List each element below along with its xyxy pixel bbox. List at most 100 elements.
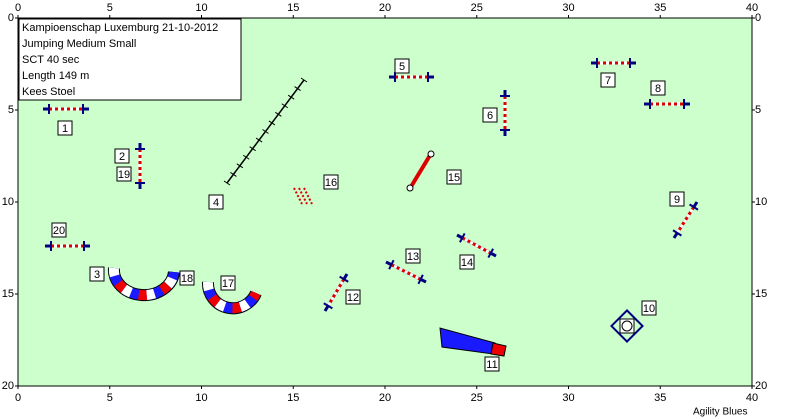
obstacle-number-box xyxy=(179,270,195,286)
obstacle-number-box xyxy=(446,169,462,185)
obstacle-number: 9 xyxy=(674,194,680,206)
info-box xyxy=(18,18,242,101)
obstacle-number-box xyxy=(116,166,132,182)
x-tick-label: 25 xyxy=(471,392,483,404)
jump-wing xyxy=(459,232,466,243)
obstacle-number-box xyxy=(650,80,666,96)
obstacle-number: 4 xyxy=(213,197,219,209)
obstacle-number: 19 xyxy=(118,169,130,181)
info-line: Kampioenschap Luxemburg 21-10-2012 xyxy=(22,22,218,34)
obstacle-number-box xyxy=(600,72,616,88)
obstacle-number: 1 xyxy=(62,123,68,135)
obstacle-number-box xyxy=(89,266,105,282)
jump-wing xyxy=(487,248,494,259)
x-tick-label: 15 xyxy=(287,392,299,404)
obstacle-number: 8 xyxy=(655,83,661,95)
obstacle-number: 7 xyxy=(605,75,611,87)
x-tick-label: 35 xyxy=(654,392,666,404)
x-tick-label: 30 xyxy=(562,392,574,404)
dogwalk-slat xyxy=(249,146,256,152)
dogwalk-slat xyxy=(300,77,308,83)
x-tick-label: 20 xyxy=(379,2,391,14)
obstacle xyxy=(303,187,313,205)
obstacle xyxy=(407,150,434,192)
jump-wing xyxy=(339,275,349,283)
obstacle-number: 16 xyxy=(325,177,337,189)
obstacle-number: 15 xyxy=(448,172,460,184)
footer: Agility Blues xyxy=(693,407,747,418)
obstacle-number-box xyxy=(208,194,224,210)
x-tick-label: 10 xyxy=(195,392,207,404)
obstacle-number-box xyxy=(51,222,67,238)
obstacle-number-box xyxy=(482,107,498,123)
x-tick-label: 20 xyxy=(379,392,391,404)
y-tick-label: 20 xyxy=(755,380,767,392)
obstacle-number: 2 xyxy=(119,151,125,163)
y-tick-label: 5 xyxy=(8,104,14,116)
jump-wing xyxy=(323,302,333,310)
dogwalk-slat xyxy=(236,163,244,169)
obstacle-number: 18 xyxy=(181,273,193,285)
x-tick-label: 40 xyxy=(746,392,758,404)
obstacle-number-box xyxy=(57,120,73,136)
info-line: Jumping Medium Small xyxy=(22,38,136,50)
obstacle-number: 13 xyxy=(407,251,419,263)
jump-wing xyxy=(417,274,424,285)
info-line: Kees Stoel xyxy=(22,86,75,98)
dogwalk-slat xyxy=(275,111,282,117)
x-tick-label: 0 xyxy=(15,392,21,404)
obstacle-number-box xyxy=(220,275,236,291)
dogwalk-slat xyxy=(255,137,263,143)
x-tick-label: 25 xyxy=(471,2,483,14)
obstacle-number: 6 xyxy=(487,110,493,122)
obstacle xyxy=(298,187,308,205)
jump-pole xyxy=(675,206,696,234)
x-tick-label: 5 xyxy=(107,392,113,404)
obstacle-number-box xyxy=(641,300,657,316)
tunnel xyxy=(108,267,179,301)
dogwalk-slat xyxy=(294,86,301,91)
y-tick-label: 15 xyxy=(2,288,14,300)
table xyxy=(610,309,644,343)
x-tick-label: 10 xyxy=(195,2,207,14)
jump-wing xyxy=(689,203,699,211)
x-tick-label: 5 xyxy=(107,2,113,14)
obstacle-number-box xyxy=(323,174,339,190)
obstacle-number: 11 xyxy=(486,359,497,371)
obstacle-number: 14 xyxy=(461,257,473,269)
jump-wing xyxy=(672,229,682,237)
dogwalk-slat xyxy=(281,103,289,109)
dogwalk-slat xyxy=(287,94,295,100)
y-tick-label: 10 xyxy=(2,196,14,208)
obstacle-number: 17 xyxy=(222,278,234,290)
obstacle-number-box xyxy=(405,248,421,264)
obstacle-number-box xyxy=(394,58,410,74)
y-tick-label: 15 xyxy=(755,288,767,300)
chute xyxy=(490,342,507,357)
y-tick-label: 0 xyxy=(8,12,14,24)
tunnel xyxy=(202,281,261,314)
y-tick-label: 20 xyxy=(2,380,14,392)
obstacle-number-box xyxy=(484,356,500,372)
dogwalk-slat xyxy=(230,172,237,177)
obstacle-number: 12 xyxy=(347,292,359,304)
obstacle xyxy=(406,184,414,192)
jump-pole xyxy=(461,236,492,255)
dogwalk-slat xyxy=(262,129,269,134)
obstacle-number-box xyxy=(459,254,475,270)
dogwalk-slat xyxy=(268,120,276,126)
obstacle-number: 10 xyxy=(643,303,655,315)
obstacle xyxy=(427,150,435,158)
obstacle-number-box xyxy=(345,289,361,305)
obstacle-number-box xyxy=(114,148,130,164)
tunnel xyxy=(108,267,179,301)
obstacle-number-box xyxy=(669,191,685,207)
obstacle-number: 5 xyxy=(399,61,405,73)
obstacle-number: 3 xyxy=(94,269,100,281)
jump-pole xyxy=(326,278,346,307)
dogwalk-slat xyxy=(223,180,231,186)
obstacle-number: 20 xyxy=(53,225,65,237)
y-tick-label: 0 xyxy=(755,12,761,24)
